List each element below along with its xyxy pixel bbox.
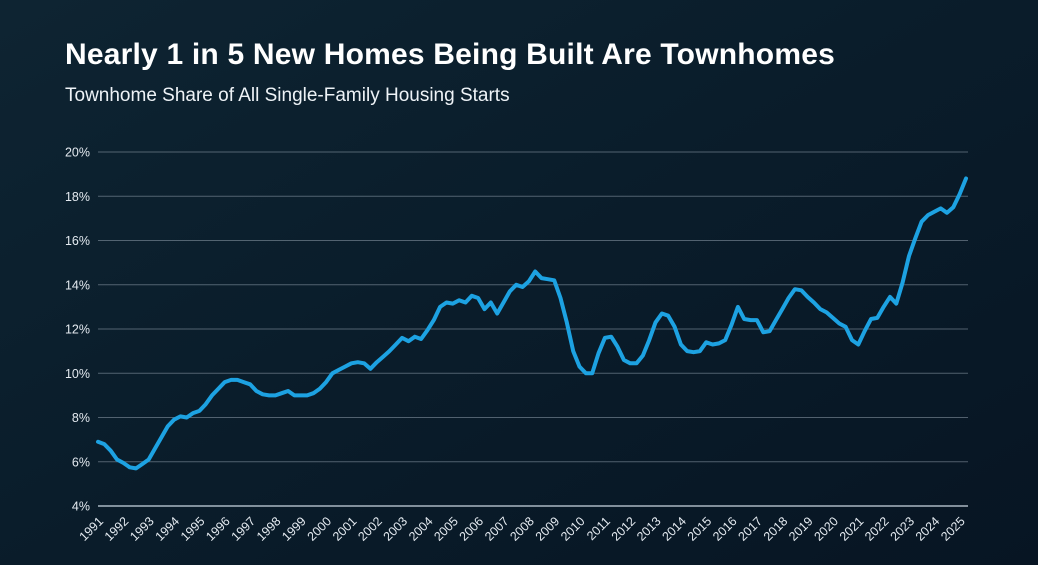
x-tick-label: 2020	[811, 514, 841, 544]
x-tick-label: 2025	[938, 514, 968, 544]
x-tick-label: 1996	[203, 514, 233, 544]
x-tick-label: 1992	[102, 514, 132, 544]
x-tick-label: 1994	[153, 514, 183, 544]
x-tick-label: 2024	[913, 514, 943, 544]
x-tick-label: 1993	[127, 514, 157, 544]
x-tick-label: 2010	[558, 514, 588, 544]
y-tick-label: 4%	[72, 500, 90, 514]
townhome-share-trend-line	[96, 176, 968, 471]
chart-header: Nearly 1 in 5 New Homes Being Built Are …	[65, 38, 835, 107]
chart-subtitle: Townhome Share of All Single-Family Hous…	[65, 84, 510, 106]
x-tick-label: 1995	[178, 514, 208, 544]
y-tick-label: 14%	[65, 278, 90, 292]
chart-title: Nearly 1 in 5 New Homes Being Built Are …	[65, 38, 835, 71]
x-tick-label: 2012	[609, 514, 639, 544]
y-tick-label: 16%	[65, 234, 90, 248]
y-tick-label: 10%	[65, 367, 90, 381]
x-tick-label: 2002	[355, 514, 385, 544]
y-tick-label: 20%	[65, 146, 90, 160]
y-tick-label: 18%	[65, 190, 90, 204]
x-tick-label: 1991	[77, 514, 107, 544]
x-tick-label: 2016	[710, 514, 740, 544]
x-tick-label: 2005	[431, 514, 461, 544]
x-tick-label: 2006	[457, 514, 487, 544]
x-tick-label: 2001	[330, 514, 360, 544]
x-tick-label: 2018	[761, 514, 791, 544]
x-tick-label: 2007	[482, 514, 512, 544]
x-tick-label: 2011	[584, 514, 613, 543]
x-tick-label: 2013	[634, 514, 664, 544]
y-tick-label: 12%	[65, 323, 90, 337]
y-tick-label: 8%	[72, 411, 90, 425]
x-tick-label: 2021	[837, 514, 867, 544]
x-tick-label: 1999	[279, 514, 309, 544]
x-tick-label: 2003	[381, 514, 411, 544]
y-tick-label: 6%	[72, 455, 90, 469]
x-tick-label: 2023	[888, 514, 918, 544]
x-tick-label: 2009	[533, 514, 563, 544]
x-tick-label: 1997	[229, 514, 259, 544]
x-tick-label: 2019	[786, 514, 816, 544]
x-tick-label: 2008	[507, 514, 537, 544]
x-tick-label: 2014	[659, 514, 689, 544]
x-tick-label: 2022	[862, 514, 892, 544]
x-tick-label: 2017	[735, 514, 765, 544]
x-tick-label: 2000	[305, 514, 335, 544]
x-tick-label: 2015	[685, 514, 715, 544]
x-tick-label: 1998	[254, 514, 284, 544]
x-tick-label: 2004	[406, 514, 436, 544]
